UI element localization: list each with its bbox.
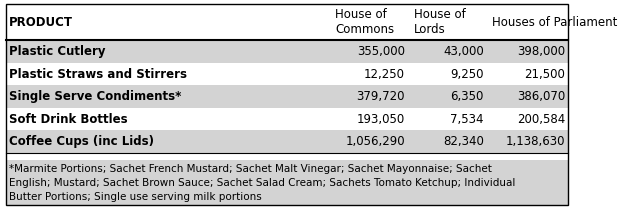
Bar [6, 4, 568, 40]
Text: 386,070: 386,070 [517, 90, 566, 103]
Bar [6, 108, 568, 130]
Text: Single Serve Condiments*: Single Serve Condiments* [9, 90, 181, 103]
Text: House of
Commons: House of Commons [335, 8, 394, 36]
Text: 193,050: 193,050 [357, 113, 405, 126]
Text: Soft Drink Bottles: Soft Drink Bottles [9, 113, 127, 126]
Text: 9,250: 9,250 [450, 68, 484, 81]
Text: 1,138,630: 1,138,630 [506, 135, 566, 148]
Bar [6, 130, 568, 153]
Text: 43,000: 43,000 [443, 45, 484, 58]
Text: 379,720: 379,720 [357, 90, 405, 103]
Text: House of
Lords: House of Lords [414, 8, 466, 36]
Text: *Marmite Portions; Sachet French Mustard; Sachet Malt Vinegar; Sachet Mayonnaise: *Marmite Portions; Sachet French Mustard… [9, 164, 515, 202]
Text: PRODUCT: PRODUCT [9, 16, 72, 29]
Text: 1,056,290: 1,056,290 [345, 135, 405, 148]
Text: Houses of Parliament: Houses of Parliament [493, 16, 618, 29]
Bar [6, 160, 568, 205]
Bar [6, 40, 568, 63]
Text: 355,000: 355,000 [357, 45, 405, 58]
Bar [6, 63, 568, 85]
Bar [6, 85, 568, 108]
Text: 7,534: 7,534 [450, 113, 484, 126]
Text: 12,250: 12,250 [364, 68, 405, 81]
Text: Plastic Straws and Stirrers: Plastic Straws and Stirrers [9, 68, 186, 81]
Text: Plastic Cutlery: Plastic Cutlery [9, 45, 105, 58]
Text: 82,340: 82,340 [443, 135, 484, 148]
Text: Coffee Cups (inc Lids): Coffee Cups (inc Lids) [9, 135, 154, 148]
Text: 6,350: 6,350 [450, 90, 484, 103]
Text: 398,000: 398,000 [517, 45, 566, 58]
Text: 200,584: 200,584 [517, 113, 566, 126]
Text: 21,500: 21,500 [525, 68, 566, 81]
